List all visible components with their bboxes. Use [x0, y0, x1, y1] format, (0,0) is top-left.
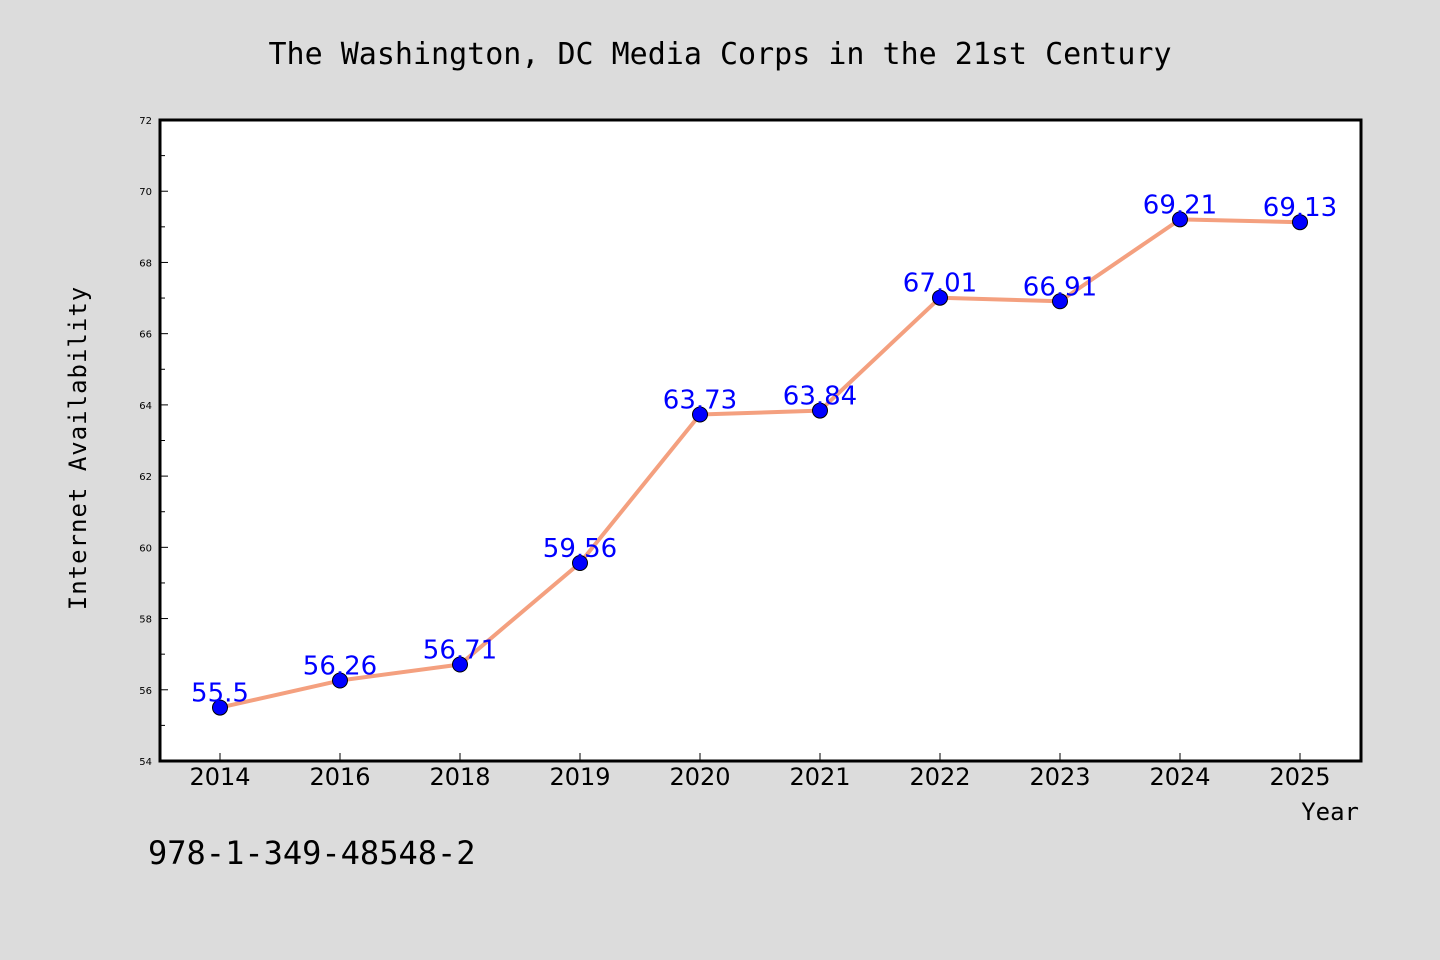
data-point — [932, 289, 948, 306]
data-label: 67.01 — [903, 269, 977, 299]
y-axis-label: Internet Availability — [64, 286, 92, 610]
series-line-group — [218, 217, 1302, 710]
x-tick-label: 2018 — [429, 763, 490, 791]
data-label: 63.84 — [783, 382, 857, 412]
y-tick-label: 56 — [139, 686, 152, 697]
data-label: 69.13 — [1263, 193, 1337, 223]
x-axis-label: Year — [1301, 798, 1359, 826]
data-point — [1052, 293, 1068, 310]
data-label: 66.91 — [1023, 272, 1097, 302]
y-tick-label: 66 — [139, 330, 152, 341]
y-tick-label: 64 — [139, 401, 152, 412]
data-label: 55.5 — [191, 679, 249, 709]
data-point — [1292, 214, 1308, 231]
y-tick-label: 62 — [139, 472, 152, 483]
chart-title: The Washington, DC Media Corps in the 21… — [268, 37, 1171, 72]
data-point — [692, 406, 708, 423]
data-point — [1172, 211, 1188, 228]
data-point — [212, 699, 228, 716]
data-point — [812, 402, 828, 419]
plot-area — [158, 118, 1363, 763]
y-axis-ticks: 54 56 58 60 62 64 66 68 70 72 — [139, 116, 168, 768]
isbn-text: 978-1-349-48548-2 — [148, 834, 476, 872]
x-tick-label: 2016 — [309, 763, 370, 791]
data-markers — [212, 211, 1308, 716]
data-labels: 55.5 56.26 56.71 59.56 63.73 63.84 67.01 66.91 6… — [191, 190, 1337, 708]
data-label: 56.26 — [303, 652, 377, 682]
x-tick-label: 2021 — [789, 763, 850, 791]
x-tick-label: 2019 — [549, 763, 610, 791]
x-tick-label: 2014 — [189, 763, 250, 791]
y-tick-label: 70 — [139, 187, 152, 198]
y-tick-label: 58 — [139, 615, 152, 626]
x-axis-ticks: 2014 2016 2018 2019 2020 2021 2022 2023 2024 2025 — [189, 753, 1331, 791]
x-tick-label: 2023 — [1029, 763, 1090, 791]
x-tick-label: 2020 — [669, 763, 730, 791]
data-point — [452, 656, 468, 673]
data-label: 63.73 — [663, 386, 737, 416]
y-tick-label: 60 — [139, 543, 152, 554]
data-label: 69.21 — [1143, 190, 1217, 220]
x-tick-label: 2025 — [1269, 763, 1330, 791]
series-line — [218, 217, 1302, 710]
data-label: 56.71 — [423, 635, 497, 665]
y-tick-label: 54 — [139, 757, 152, 768]
y-tick-label: 68 — [139, 258, 152, 269]
y-tick-label: 72 — [139, 116, 152, 127]
data-point — [332, 672, 348, 689]
data-label: 59.56 — [543, 534, 617, 564]
x-tick-label: 2022 — [909, 763, 970, 791]
data-point — [572, 555, 588, 572]
x-tick-label: 2024 — [1149, 763, 1210, 791]
